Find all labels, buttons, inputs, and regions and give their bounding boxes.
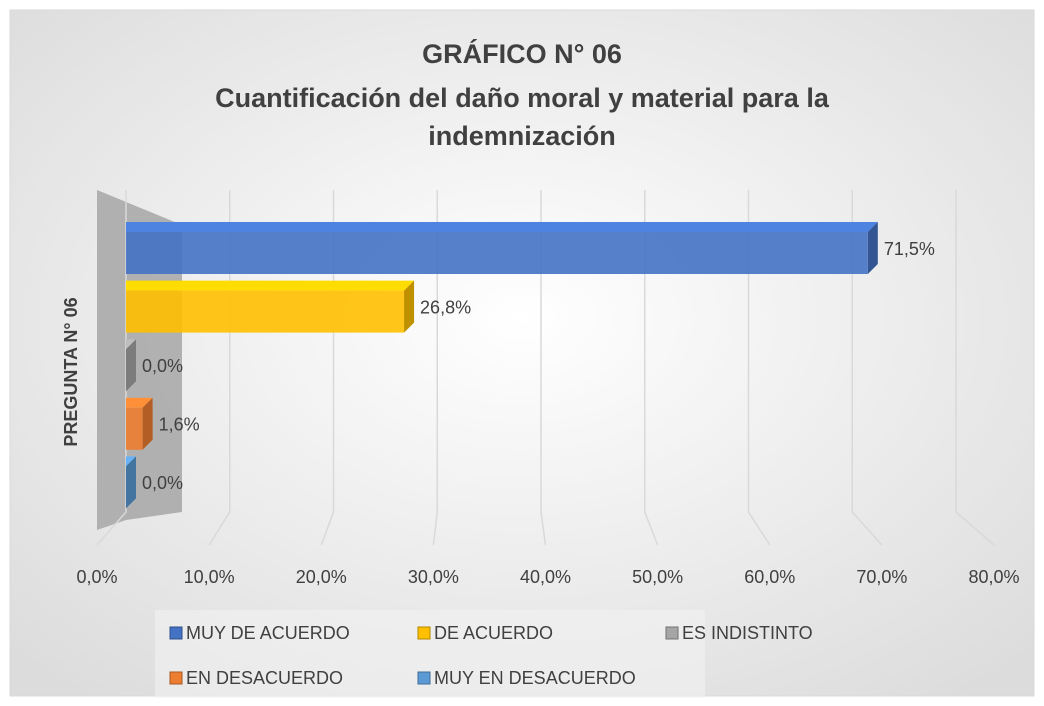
legend-swatch (417, 671, 431, 685)
legend-swatch (169, 671, 183, 685)
x-tick-label: 20,0% (296, 567, 347, 587)
x-tick-label: 80,0% (968, 567, 1019, 587)
data-label: 26,8% (420, 297, 471, 317)
legend-swatch (665, 626, 679, 640)
side-wall (97, 190, 182, 530)
grid-line (432, 190, 438, 546)
data-label: 71,5% (884, 239, 935, 259)
x-tick-label: 0,0% (76, 567, 117, 587)
grid-line (955, 190, 995, 546)
grid-line (851, 190, 883, 546)
x-tick-label: 50,0% (632, 567, 683, 587)
data-label: 0,0% (142, 356, 183, 376)
grid-line (747, 190, 771, 546)
bar-side (126, 456, 136, 509)
x-tick-label: 70,0% (856, 567, 907, 587)
data-label: 1,6% (159, 415, 200, 435)
chart-title: Cuantificación del daño moral y material… (215, 83, 830, 113)
legend-swatch (417, 626, 431, 640)
y-axis-category: PREGUNTA N° 06 (61, 297, 81, 446)
bar (126, 290, 405, 333)
data-label: 0,0% (142, 473, 183, 493)
x-tick-label: 10,0% (184, 567, 235, 587)
bar-side (126, 339, 136, 392)
bar-side (867, 222, 878, 274)
legend-label: MUY EN DESACUERDO (434, 668, 636, 688)
x-tick-label: 30,0% (408, 567, 459, 587)
legend-label: MUY DE ACUERDO (186, 623, 350, 643)
grid-line (540, 190, 547, 546)
bar-top (126, 280, 415, 291)
legend-label: EN DESACUERDO (186, 668, 343, 688)
x-tick-label: 40,0% (520, 567, 571, 587)
bar-top (126, 397, 153, 408)
bar (126, 407, 143, 450)
grid-line (644, 190, 659, 546)
legend-swatch (169, 626, 183, 640)
x-tick-label: 60,0% (744, 567, 795, 587)
legend-label: DE ACUERDO (434, 623, 553, 643)
bar-side (404, 280, 415, 333)
legend-label: ES INDISTINTO (682, 623, 813, 643)
chart-title: GRÁFICO N° 06 (422, 38, 622, 69)
bar (126, 232, 868, 274)
chart-title: indemnización (428, 121, 616, 151)
bar-top (126, 222, 878, 232)
bar-side (142, 397, 153, 450)
